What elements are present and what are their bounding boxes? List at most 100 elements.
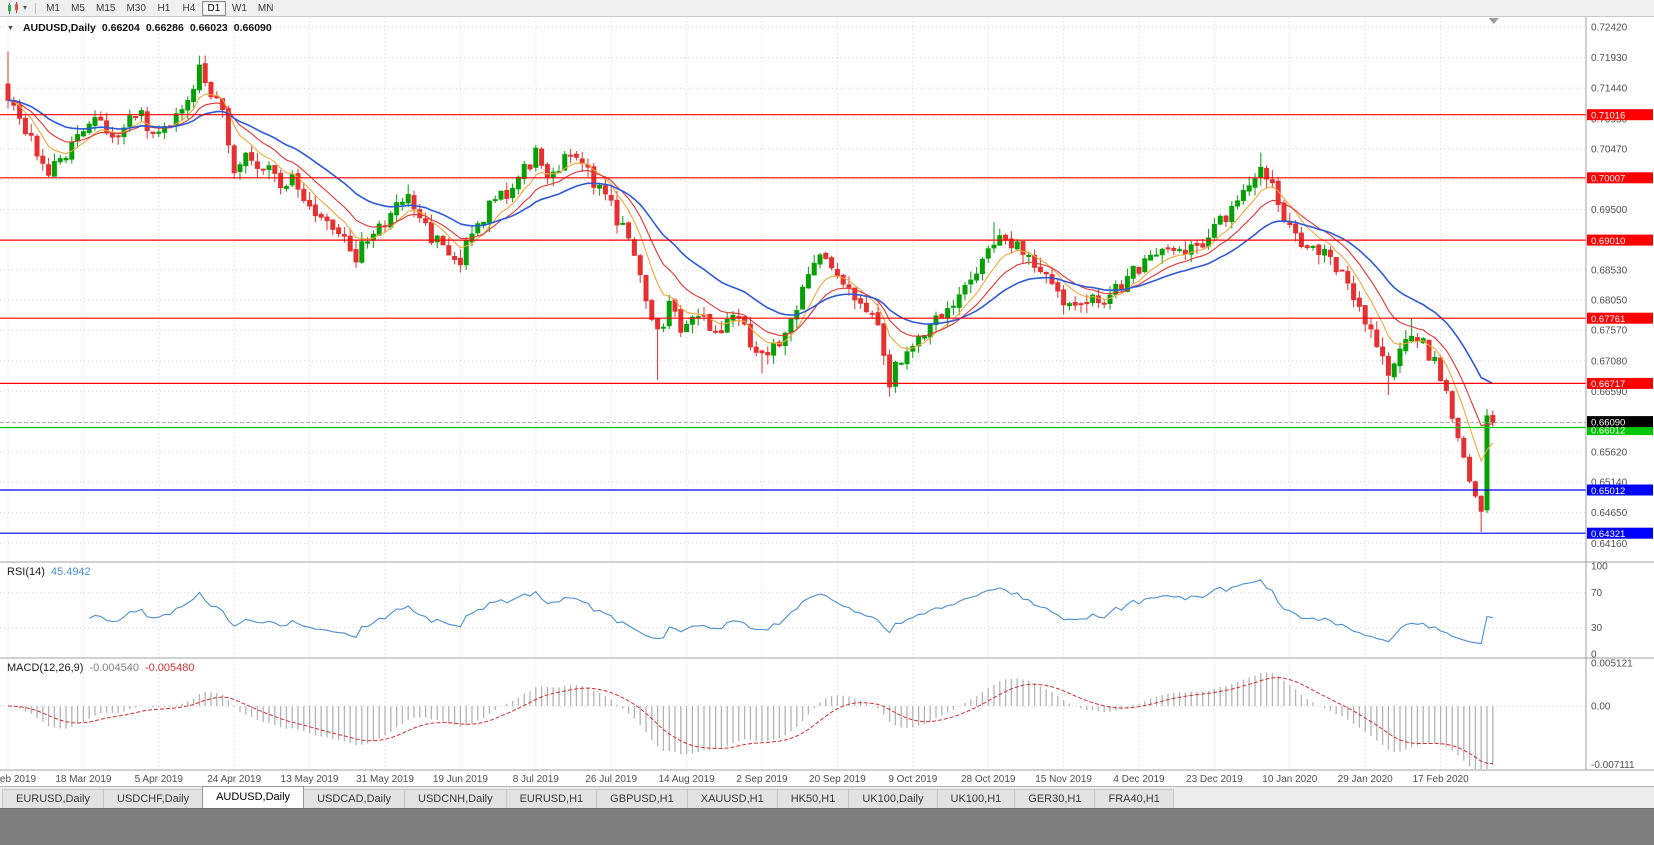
timeframe-button-h4[interactable]: H4	[182, 2, 196, 14]
timeframe-button-h1[interactable]: H1	[157, 2, 171, 14]
ma-slow-line	[7, 99, 1494, 385]
ma-fast-line	[7, 93, 1494, 463]
rsi-line	[88, 579, 1493, 645]
svg-text:20 Sep 2019: 20 Sep 2019	[809, 774, 866, 785]
toolbar-separator	[35, 2, 37, 14]
svg-text:29 Jan 2020: 29 Jan 2020	[1338, 774, 1393, 785]
status-bar	[0, 808, 1654, 845]
chart-tab-usdcnh-daily[interactable]: USDCNH,Daily	[404, 789, 507, 808]
chart-canvas[interactable]: 0.724200.719300.714400.709500.704700.699…	[0, 17, 1654, 786]
chart-tab-gbpusd-h1[interactable]: GBPUSD,H1	[596, 789, 688, 808]
svg-text:0.66590: 0.66590	[1591, 387, 1628, 398]
svg-text:31 May 2019: 31 May 2019	[356, 774, 414, 785]
svg-text:0.00: 0.00	[1591, 702, 1611, 713]
timeframes-toolbar: ▾ M1 M5 M15 M30 H1 H4 D1 W1 MN	[0, 0, 1654, 17]
price-tag: 0.66717	[1587, 377, 1653, 390]
svg-text:19 Jun 2019: 19 Jun 2019	[433, 774, 488, 785]
svg-text:0.005121: 0.005121	[1591, 659, 1633, 670]
svg-text:2 Sep 2019: 2 Sep 2019	[736, 774, 788, 785]
time-scale[interactable]: 27 Feb 2019 18 Mar 2019 5 Apr 2019 24 Apr 2…	[0, 774, 1469, 785]
timeframe-buttons: M1 M5 M15 M30 H1 H4 D1 W1 MN	[41, 0, 278, 16]
svg-text:0.65620: 0.65620	[1591, 448, 1628, 459]
price-tag: 0.66090	[1587, 416, 1653, 428]
svg-text:9 Oct 2019: 9 Oct 2019	[888, 774, 937, 785]
svg-text:0: 0	[1591, 650, 1597, 661]
candlestick-series	[5, 51, 1496, 532]
svg-text:0.67080: 0.67080	[1591, 356, 1628, 367]
chart-tab-eurusd-daily[interactable]: EURUSD,Daily	[2, 789, 104, 808]
svg-text:0.64160: 0.64160	[1591, 539, 1628, 550]
svg-text:70: 70	[1591, 588, 1603, 599]
svg-text:-0.007111: -0.007111	[1591, 760, 1635, 771]
svg-text:0.70007: 0.70007	[1591, 174, 1625, 185]
svg-text:0.66717: 0.66717	[1591, 379, 1625, 390]
macd-signal-line	[7, 676, 1493, 765]
ma-mid-line	[7, 99, 1493, 427]
svg-text:26 Jul 2019: 26 Jul 2019	[585, 774, 637, 785]
chart-tab-usdcad-daily[interactable]: USDCAD,Daily	[303, 789, 406, 808]
panel-separators[interactable]	[0, 17, 1654, 771]
svg-text:0.65140: 0.65140	[1591, 478, 1628, 489]
svg-text:0.69010: 0.69010	[1591, 236, 1625, 247]
caret-down-icon: ▾	[23, 3, 28, 12]
svg-text:10 Jan 2020: 10 Jan 2020	[1262, 774, 1317, 785]
svg-text:4 Dec 2019: 4 Dec 2019	[1113, 774, 1165, 785]
timeframe-button-m1[interactable]: M1	[46, 2, 60, 14]
chart-tab-ger30-h1[interactable]: GER30,H1	[1014, 789, 1096, 808]
svg-text:0.67570: 0.67570	[1591, 326, 1628, 337]
chart-tab-hk50-h1[interactable]: HK50,H1	[776, 789, 850, 808]
svg-text:13 May 2019: 13 May 2019	[281, 774, 339, 785]
timeframe-button-m15[interactable]: M15	[96, 2, 116, 14]
chart-tab-uk100-h1[interactable]: UK100,H1	[936, 789, 1016, 808]
svg-text:0.66090: 0.66090	[1591, 417, 1625, 428]
svg-text:18 Mar 2019: 18 Mar 2019	[55, 774, 112, 785]
svg-text:0.71016: 0.71016	[1591, 111, 1625, 122]
svg-text:0.68530: 0.68530	[1591, 266, 1628, 277]
price-tag: 0.64321	[1587, 527, 1653, 540]
svg-text:0.69500: 0.69500	[1591, 205, 1628, 216]
svg-text:100: 100	[1591, 562, 1608, 573]
svg-text:23 Dec 2019: 23 Dec 2019	[1186, 774, 1243, 785]
chart-tab-bar: EURUSD,Daily USDCHF,Daily AUDUSD,Daily USDC…	[0, 786, 1654, 808]
candlestick-chart-icon	[8, 1, 18, 14]
chart-tab-xauusd-h1[interactable]: XAUUSD,H1	[686, 789, 778, 808]
timeframe-button-m5[interactable]: M5	[71, 2, 85, 14]
chart-tab-eurusd-h1[interactable]: EURUSD,H1	[505, 789, 598, 808]
grid	[0, 17, 1586, 770]
chart-type-button[interactable]: ▾	[3, 1, 30, 16]
svg-text:0.70470: 0.70470	[1591, 144, 1628, 155]
horizontal-line-objects[interactable]	[0, 114, 1586, 534]
price-tag: 0.70007	[1587, 172, 1653, 185]
svg-text:0.71440: 0.71440	[1591, 84, 1628, 95]
one-click-trading-expander[interactable]: ▼	[7, 24, 14, 32]
macd-scale[interactable]: 0.005121 0.00 -0.007111	[1591, 659, 1635, 772]
svg-text:27 Feb 2019: 27 Feb 2019	[0, 774, 37, 785]
price-tag: 0.69010	[1587, 234, 1653, 247]
axis-price-tags: 0.71016 0.70007 0.69010 0.67761 0.66717 0.660…	[1587, 109, 1653, 540]
timeframe-button-w1[interactable]: W1	[231, 2, 247, 14]
macd-histogram	[13, 672, 1494, 769]
svg-text:0.71930: 0.71930	[1591, 53, 1628, 64]
svg-text:0.66012: 0.66012	[1591, 425, 1625, 436]
chart-tab-usdchf-daily[interactable]: USDCHF,Daily	[102, 789, 204, 808]
chart-tab-uk100-daily[interactable]: UK100,Daily	[848, 789, 938, 808]
svg-text:8 Jul 2019: 8 Jul 2019	[513, 774, 560, 785]
chart-shift-marker[interactable]	[1488, 18, 1499, 24]
chart-tab-fra40-h1[interactable]: FRA40,H1	[1094, 789, 1174, 808]
svg-text:0.64321: 0.64321	[1591, 529, 1625, 540]
chart-tab-audusd-daily[interactable]: AUDUSD,Daily	[202, 786, 305, 808]
timeframe-button-m30[interactable]: M30	[126, 2, 146, 14]
svg-text:14 Aug 2019: 14 Aug 2019	[659, 774, 716, 785]
svg-text:0.65012: 0.65012	[1591, 486, 1625, 497]
price-tag: 0.67761	[1587, 312, 1653, 325]
timeframe-button-d1[interactable]: D1	[201, 0, 226, 16]
svg-text:0.64650: 0.64650	[1591, 508, 1628, 519]
rsi-scale[interactable]: 100 70 30 0	[1591, 562, 1608, 661]
svg-text:5 Apr 2019: 5 Apr 2019	[135, 774, 184, 785]
price-tag: 0.66012	[1587, 424, 1653, 436]
price-scale[interactable]: 0.724200.719300.714400.709500.704700.699…	[1591, 23, 1628, 550]
timeframe-button-mn[interactable]: MN	[257, 2, 274, 14]
svg-text:0.67761: 0.67761	[1591, 314, 1625, 325]
svg-text:15 Nov 2019: 15 Nov 2019	[1035, 774, 1092, 785]
